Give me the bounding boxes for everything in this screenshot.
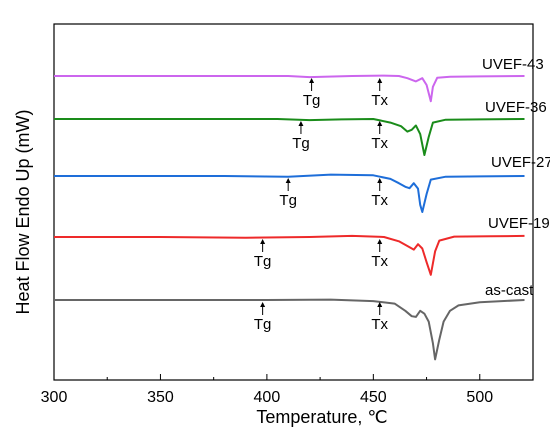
- svg-text:Tg: Tg: [279, 192, 297, 209]
- annotation-tg: Tg: [279, 178, 297, 209]
- annotation-tg: Tg: [292, 121, 310, 152]
- svg-text:Tg: Tg: [303, 92, 321, 109]
- x-tick-label: 500: [466, 389, 493, 406]
- x-tick-label: 350: [147, 389, 174, 406]
- svg-text:Tx: Tx: [371, 135, 388, 152]
- svg-text:Tx: Tx: [371, 92, 388, 109]
- series-line-uvef-36: [54, 118, 525, 156]
- series-label: UVEF-36: [485, 99, 547, 116]
- annotation-tx: Tx: [371, 121, 389, 152]
- plot-border: [53, 23, 534, 381]
- svg-text:Tg: Tg: [254, 316, 272, 333]
- svg-text:Tx: Tx: [371, 253, 388, 270]
- annotation-tx: Tx: [371, 239, 389, 270]
- series-label: as-cast: [485, 282, 534, 299]
- annotation-tx: Tx: [371, 302, 389, 333]
- x-tick-label: 400: [254, 389, 281, 406]
- svg-text:Tg: Tg: [292, 135, 310, 152]
- series-line-as-cast: [54, 298, 525, 361]
- annotation-tg: Tg: [254, 302, 272, 333]
- axes: 300 350 400 450 500: [41, 374, 493, 406]
- series-label: UVEF-27: [491, 154, 550, 171]
- annotation-tg: Tg: [303, 78, 321, 109]
- annotations: Tg Tx Tg Tx Tg Tx Tg Tx Tg Tx: [254, 78, 389, 333]
- series-line-uvef-19: [54, 234, 525, 276]
- series-line-uvef-27: [54, 173, 525, 213]
- series-label: UVEF-19: [488, 215, 550, 232]
- svg-text:Tx: Tx: [371, 192, 388, 209]
- x-axis-title: Temperature, ℃: [256, 407, 387, 427]
- x-tick-label: 300: [41, 389, 68, 406]
- annotation-tx: Tx: [371, 178, 389, 209]
- svg-text:Tg: Tg: [254, 253, 272, 270]
- curves: [54, 74, 525, 361]
- series-label: UVEF-43: [482, 56, 544, 73]
- annotation-tx: Tx: [371, 78, 389, 109]
- x-tick-label: 450: [360, 389, 387, 406]
- series-labels: UVEF-43 UVEF-36 UVEF-27 UVEF-19 as-cast: [482, 56, 550, 299]
- series-line-uvef-43: [54, 74, 525, 103]
- plot-frame: [53, 23, 534, 381]
- y-axis-title: Heat Flow Endo Up (mW): [13, 109, 33, 314]
- svg-text:Tx: Tx: [371, 316, 388, 333]
- annotation-tg: Tg: [254, 239, 272, 270]
